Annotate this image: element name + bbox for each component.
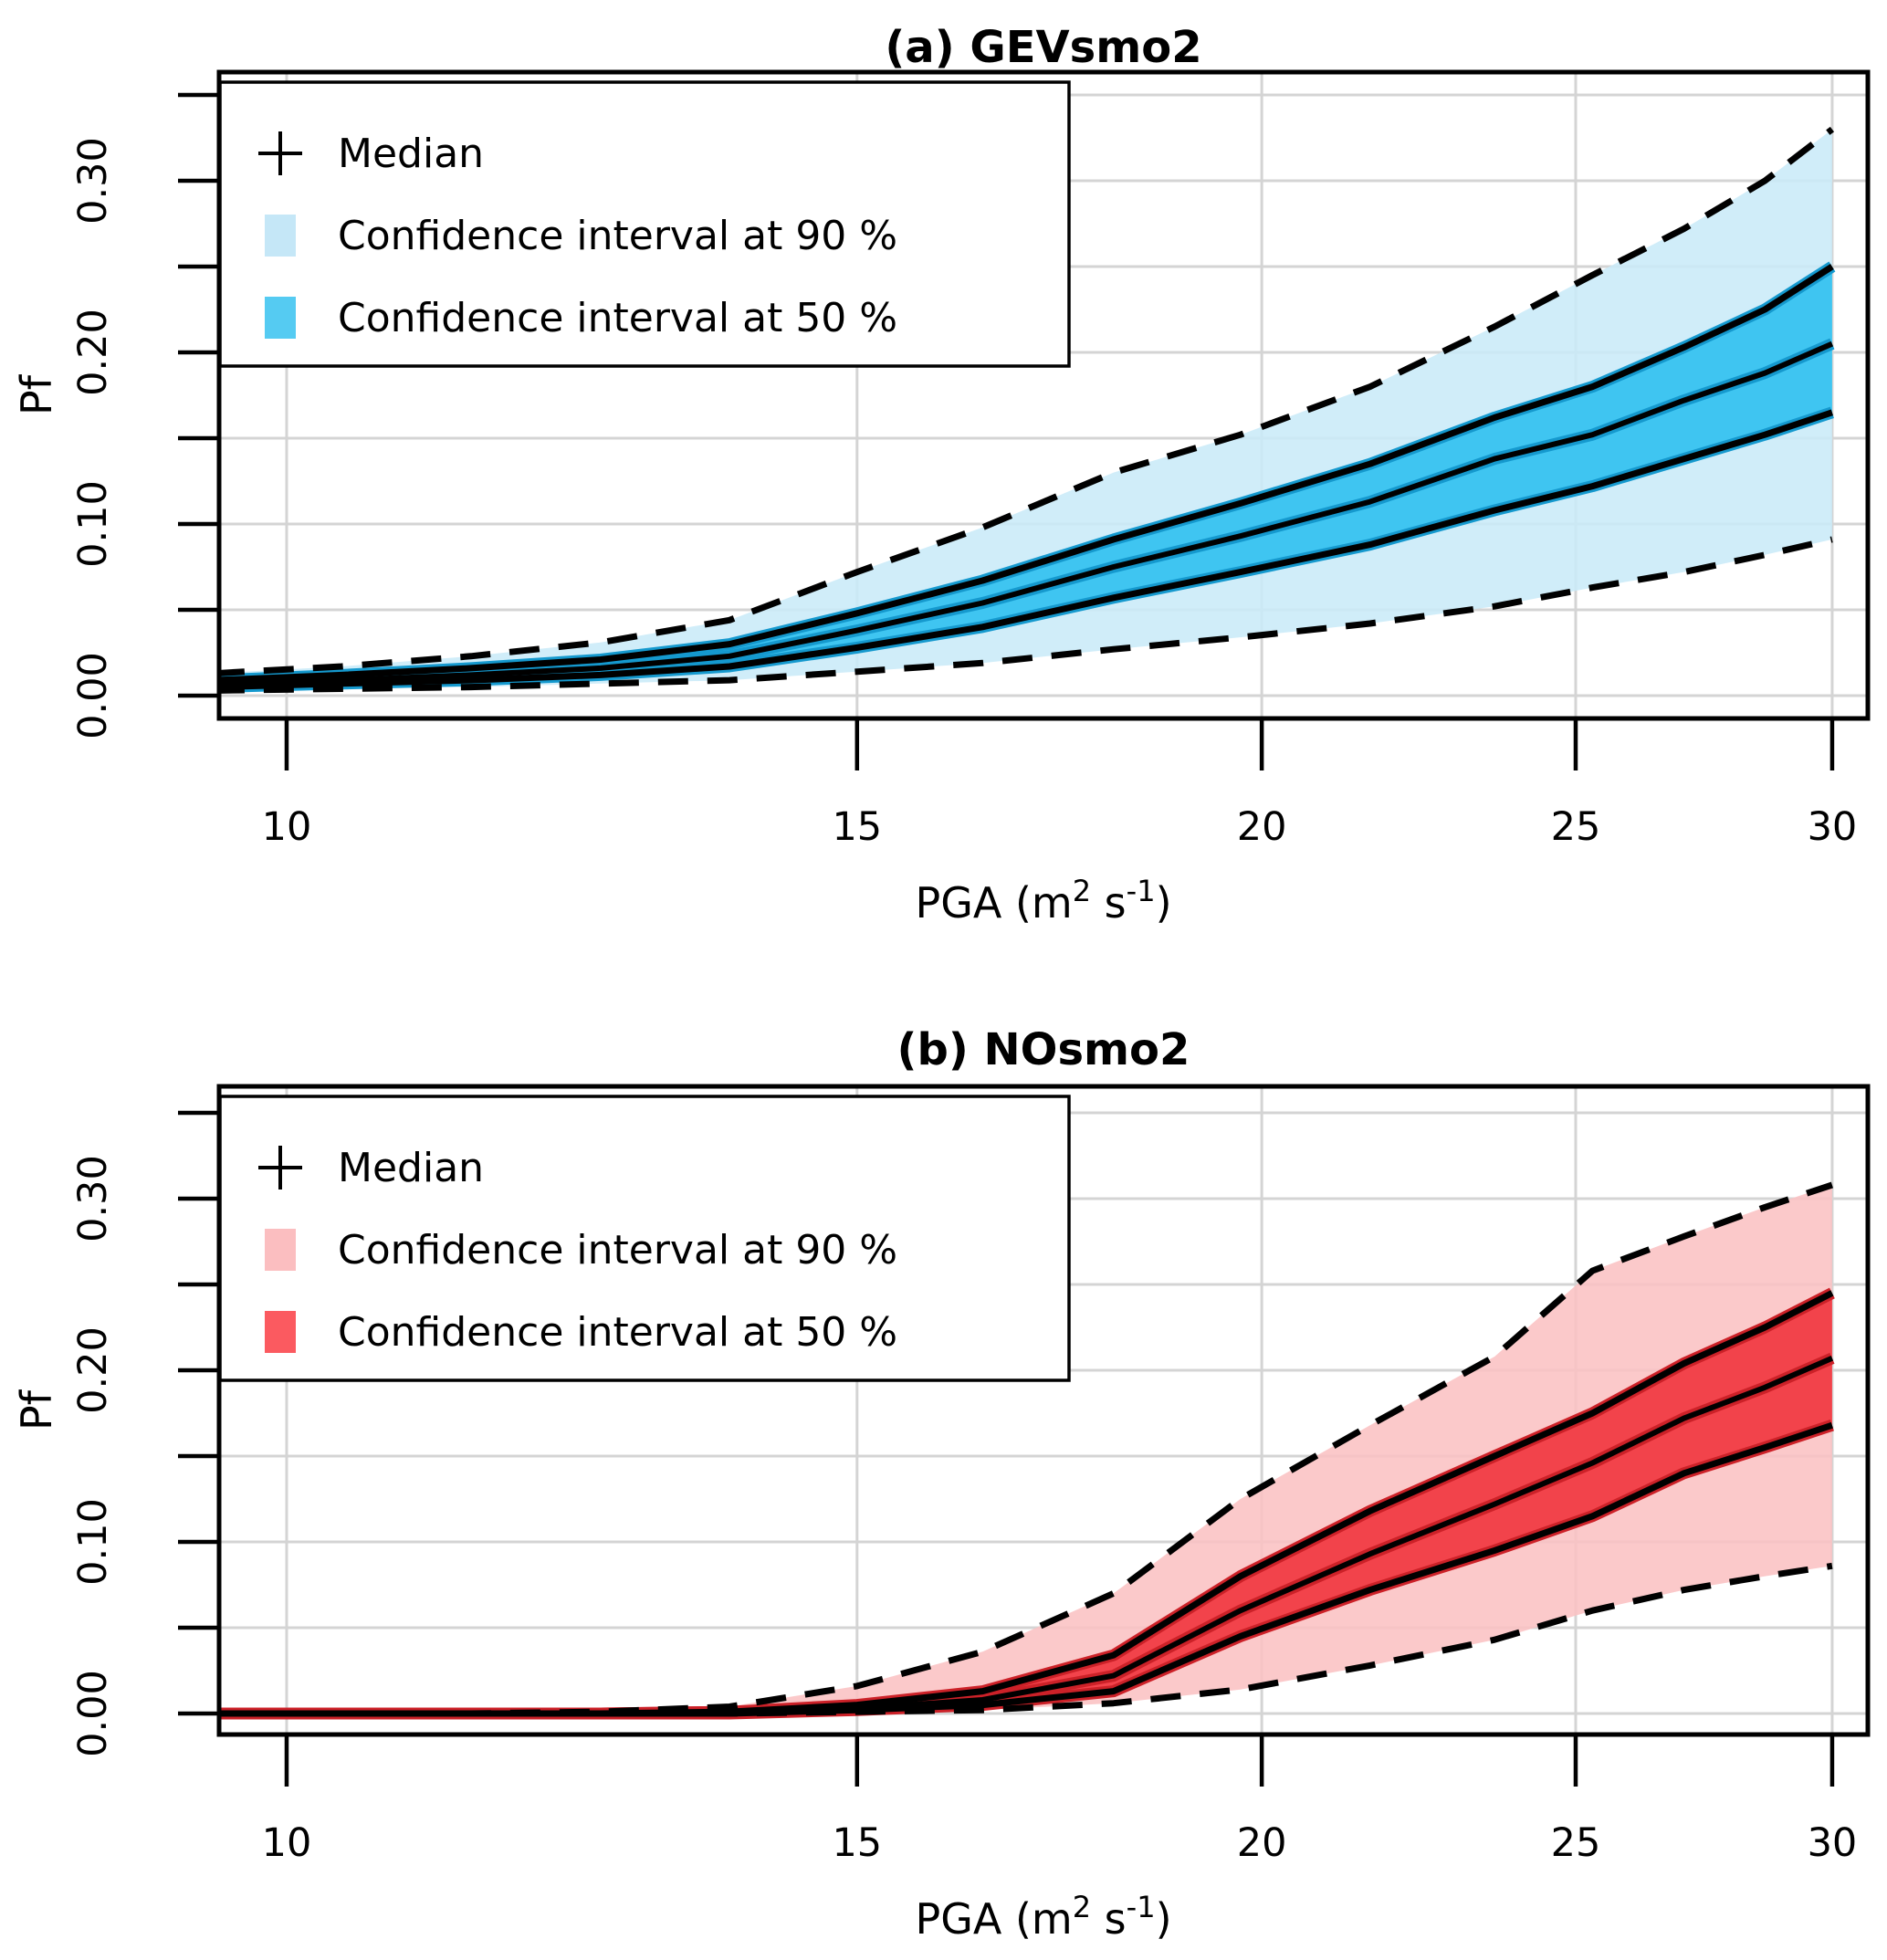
- x-axis-label-part: PGA (m: [915, 1894, 1072, 1944]
- x-axis-label: PGA (m2​ s-1​): [915, 1890, 1171, 1944]
- panel-b-data: [219, 1181, 1835, 1720]
- panel-a-ticks: [178, 92, 1835, 770]
- ci90-swatch-icon: [265, 1229, 296, 1271]
- x-axis-label-superscript: 2: [1073, 1890, 1091, 1924]
- x-axis-label-superscript: -1: [1127, 874, 1156, 908]
- x-tick-label: 25: [1551, 804, 1601, 850]
- panel-title: (b) NOsmo2: [897, 1024, 1190, 1075]
- ci50-swatch-icon: [265, 1311, 296, 1353]
- legend-item-label: Confidence interval at 50 %: [338, 295, 897, 341]
- median-plus-icon: [258, 1146, 302, 1190]
- ci50-upper-line: [219, 264, 1834, 684]
- y-axis-label: Pf: [12, 373, 61, 415]
- ci90-lower-line: [219, 1562, 1833, 1717]
- ci90-upper-line: [219, 126, 1835, 676]
- y-axis-label: Pf: [12, 1389, 61, 1431]
- y-tick-label: 0.20: [70, 309, 116, 396]
- x-axis-label: PGA (m2​ s-1​): [915, 874, 1171, 928]
- x-tick-label: 10: [262, 1820, 312, 1866]
- y-tick-label: 0.10: [70, 480, 116, 568]
- panel-a: 0.00 0.10 0.20 0.30 10 15 20 25 30 PGA (m2​ s-1​)…: [12, 22, 1871, 928]
- x-axis-label-part: ): [1156, 878, 1172, 928]
- legend-box: [218, 1095, 1071, 1382]
- x-tick-label: 30: [1808, 1820, 1858, 1866]
- ci90-lower-line: [219, 536, 1833, 694]
- ci50-swatch-icon: [265, 297, 296, 339]
- panel-b-legend: Median Confidence interval at 90 % Confide…: [218, 1095, 1071, 1382]
- x-tick-label: 25: [1551, 1820, 1601, 1866]
- legend-item-label: Confidence interval at 90 %: [338, 213, 897, 259]
- ci90-band: [219, 1185, 1832, 1714]
- x-axis-label-superscript: -1: [1127, 1890, 1156, 1924]
- panel-b-ticks: [178, 1110, 1835, 1787]
- y-tick-label: 0.10: [70, 1498, 116, 1586]
- legend-box: [218, 80, 1071, 368]
- ci90-band: [219, 129, 1832, 691]
- x-tick-label: 30: [1808, 804, 1858, 850]
- panel-a-legend: Median Confidence interval at 90 % Confide…: [218, 80, 1071, 368]
- panel-b: 0.00 0.10 0.20 0.30 10 15 20 25 30 PGA (m2​ s-1​)…: [12, 1024, 1871, 1944]
- plot-box: [216, 1084, 1871, 1737]
- y-tick-label: 0.20: [70, 1326, 116, 1414]
- x-axis-label-superscript: 2: [1073, 874, 1091, 908]
- x-axis-label-part: ): [1156, 1894, 1172, 1944]
- x-axis-label-part: s: [1091, 878, 1127, 928]
- x-axis-label-part: PGA (m: [915, 878, 1072, 928]
- legend-item-label: Median: [338, 131, 484, 177]
- legend-item-label: Confidence interval at 50 %: [338, 1309, 897, 1356]
- median-plus-icon: [258, 131, 302, 175]
- y-tick-label: 0.30: [70, 1155, 116, 1242]
- x-tick-label: 20: [1237, 804, 1287, 850]
- panel-a-data: [219, 126, 1836, 694]
- x-tick-label: 15: [832, 804, 882, 850]
- legend-item-label: Confidence interval at 90 %: [338, 1227, 897, 1273]
- x-tick-label: 10: [262, 804, 312, 850]
- ci50-lower-line: [219, 409, 1834, 690]
- panel-title: (a) GEVsmo2: [885, 22, 1201, 73]
- legend-item-label: Median: [338, 1145, 484, 1191]
- x-axis-label-part: s: [1091, 1894, 1127, 1944]
- x-tick-label: 20: [1237, 1820, 1287, 1866]
- ci90-swatch-icon: [265, 215, 296, 257]
- y-tick-label: 0.00: [70, 652, 116, 739]
- y-tick-label: 0.30: [70, 137, 116, 225]
- median-line: [219, 341, 1834, 687]
- y-tick-label: 0.00: [70, 1670, 116, 1757]
- x-tick-label: 15: [832, 1820, 882, 1866]
- plot-box: [216, 69, 1871, 721]
- ci50-band: [219, 267, 1832, 687]
